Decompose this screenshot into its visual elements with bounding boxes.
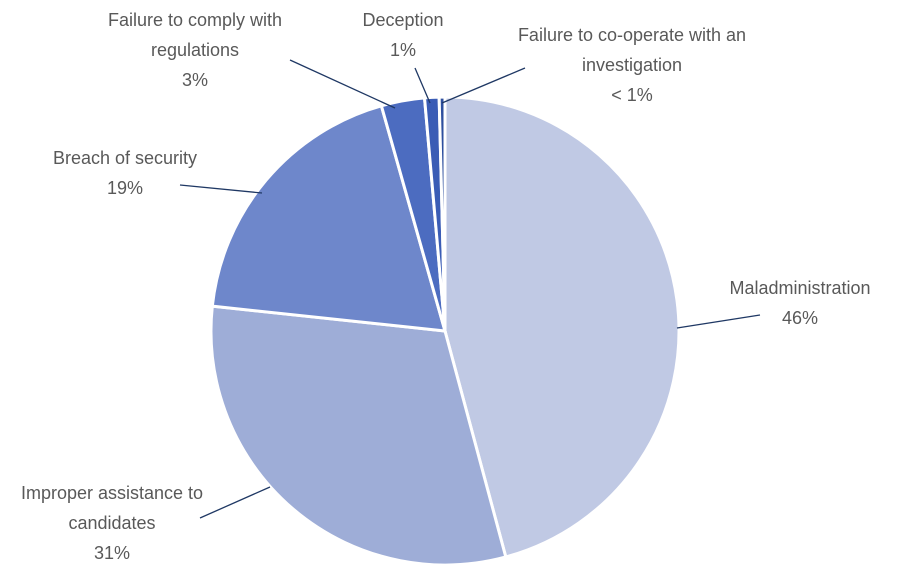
percent-label: 46% [781, 308, 819, 328]
category-name: Deception [362, 10, 444, 30]
leader-line [179, 184, 263, 194]
leader-line [199, 486, 271, 519]
pie-slice [443, 95, 681, 559]
pie-slice [210, 103, 448, 333]
slice-label: Deception 1% [343, 5, 463, 65]
percent-label: 3% [181, 70, 208, 90]
category-name: Failure to comply with regulations [107, 10, 283, 60]
category-name: Breach of security [52, 148, 198, 168]
leader-line [676, 314, 761, 329]
slice-label: Improper assistance to candidates 31% [7, 478, 217, 566]
percent-label: 19% [106, 178, 144, 198]
pie-slice [209, 304, 508, 566]
slice-label: Breach of security 19% [25, 143, 225, 203]
pie-slice [437, 95, 447, 332]
category-name: Improper assistance to candidates [20, 483, 204, 533]
leader-line [289, 59, 396, 109]
percent-label: < 1% [611, 85, 653, 105]
leader-line [441, 67, 526, 104]
category-name: Failure to co-operate with an investigat… [517, 25, 747, 75]
percent-label: 31% [93, 543, 131, 563]
slice-label: Failure to co-operate with an investigat… [492, 20, 772, 110]
percent-label: 1% [389, 40, 416, 60]
slice-label: Maladministration 46% [700, 273, 897, 333]
category-name: Maladministration [729, 278, 871, 298]
leader-line [414, 67, 431, 104]
slice-label: Failure to comply with regulations 3% [70, 5, 320, 95]
